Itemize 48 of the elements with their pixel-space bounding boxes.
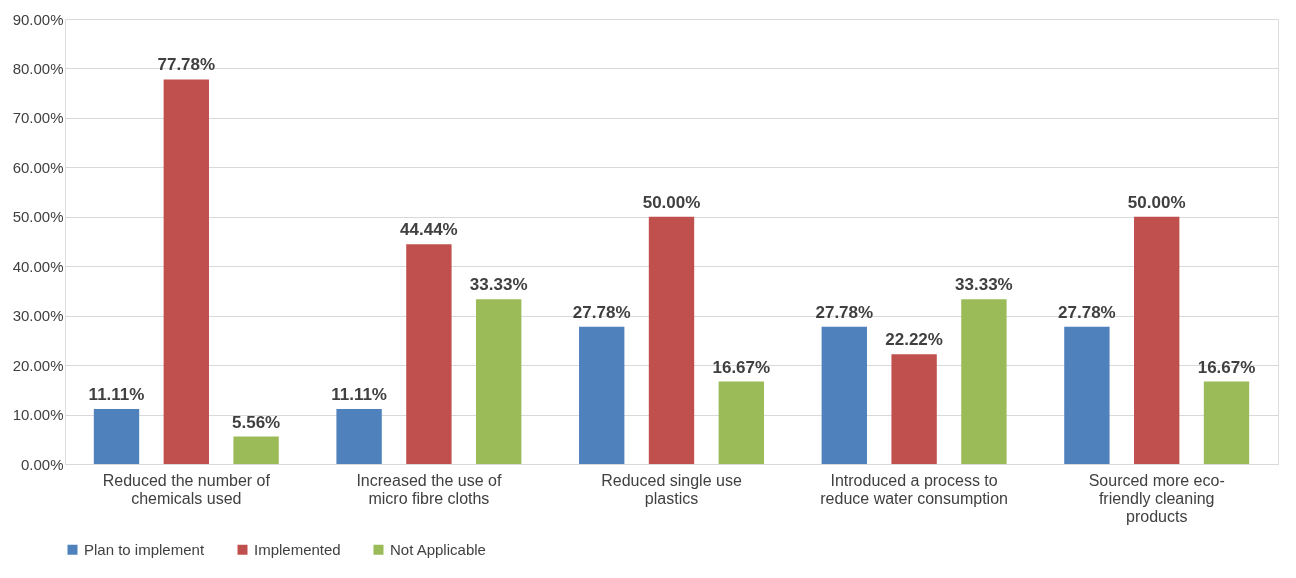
x-tick-label: Increased the use of micro fibre cloths	[356, 471, 502, 507]
bar	[233, 436, 279, 464]
bar	[821, 326, 867, 464]
data-label: 16.67%	[1197, 357, 1256, 377]
y-tick-label: 0.00%	[20, 455, 64, 473]
data-label: 27.78%	[815, 302, 874, 322]
bar	[1203, 381, 1250, 464]
y-tick-label: 30.00%	[12, 307, 64, 325]
data-label: 16.67%	[712, 357, 771, 377]
x-tick-label: Reduced single use plastics	[601, 471, 742, 507]
y-tick-label: 80.00%	[12, 59, 64, 77]
bar	[406, 244, 452, 464]
bar	[93, 409, 140, 464]
legend-label: Plan to implement	[84, 540, 205, 558]
bar	[579, 326, 625, 464]
bar	[718, 381, 764, 464]
data-label: 50.00%	[642, 192, 701, 212]
data-label: 11.11%	[331, 385, 387, 405]
bar	[648, 216, 695, 464]
x-tick-label: Reduced the number of chemicals used	[102, 471, 271, 507]
data-label: 22.22%	[885, 330, 943, 350]
y-tick-label: 20.00%	[12, 356, 64, 374]
bar	[891, 354, 937, 464]
bar	[163, 79, 209, 464]
data-label: 50.00%	[1127, 192, 1186, 212]
bar	[336, 409, 382, 464]
bar	[476, 299, 522, 464]
data-label: 77.78%	[157, 55, 216, 75]
data-label: 44.44%	[400, 220, 458, 240]
legend-label: Implemented	[254, 540, 341, 558]
data-label: 27.78%	[572, 302, 631, 322]
x-tick-label: Sourced more eco-friendly cleaning products	[1088, 471, 1225, 525]
data-label: 5.56%	[232, 412, 281, 432]
bar	[961, 299, 1007, 464]
y-tick-label: 10.00%	[12, 406, 64, 424]
bar	[1134, 216, 1180, 464]
data-label: 27.78%	[1058, 302, 1116, 322]
x-tick-label: Introduced a process to reduce water consumption	[820, 471, 1008, 507]
data-label: 33.33%	[955, 275, 1013, 295]
y-tick-label: 40.00%	[12, 257, 64, 275]
data-label: 11.11%	[88, 385, 145, 405]
y-tick-label: 90.00%	[12, 10, 64, 28]
bar	[1064, 326, 1110, 464]
data-label: 33.33%	[469, 275, 528, 295]
y-tick-label: 60.00%	[12, 158, 64, 176]
legend-label: Not Applicable	[390, 540, 486, 558]
y-tick-label: 70.00%	[12, 109, 64, 127]
y-tick-label: 50.00%	[12, 208, 64, 226]
